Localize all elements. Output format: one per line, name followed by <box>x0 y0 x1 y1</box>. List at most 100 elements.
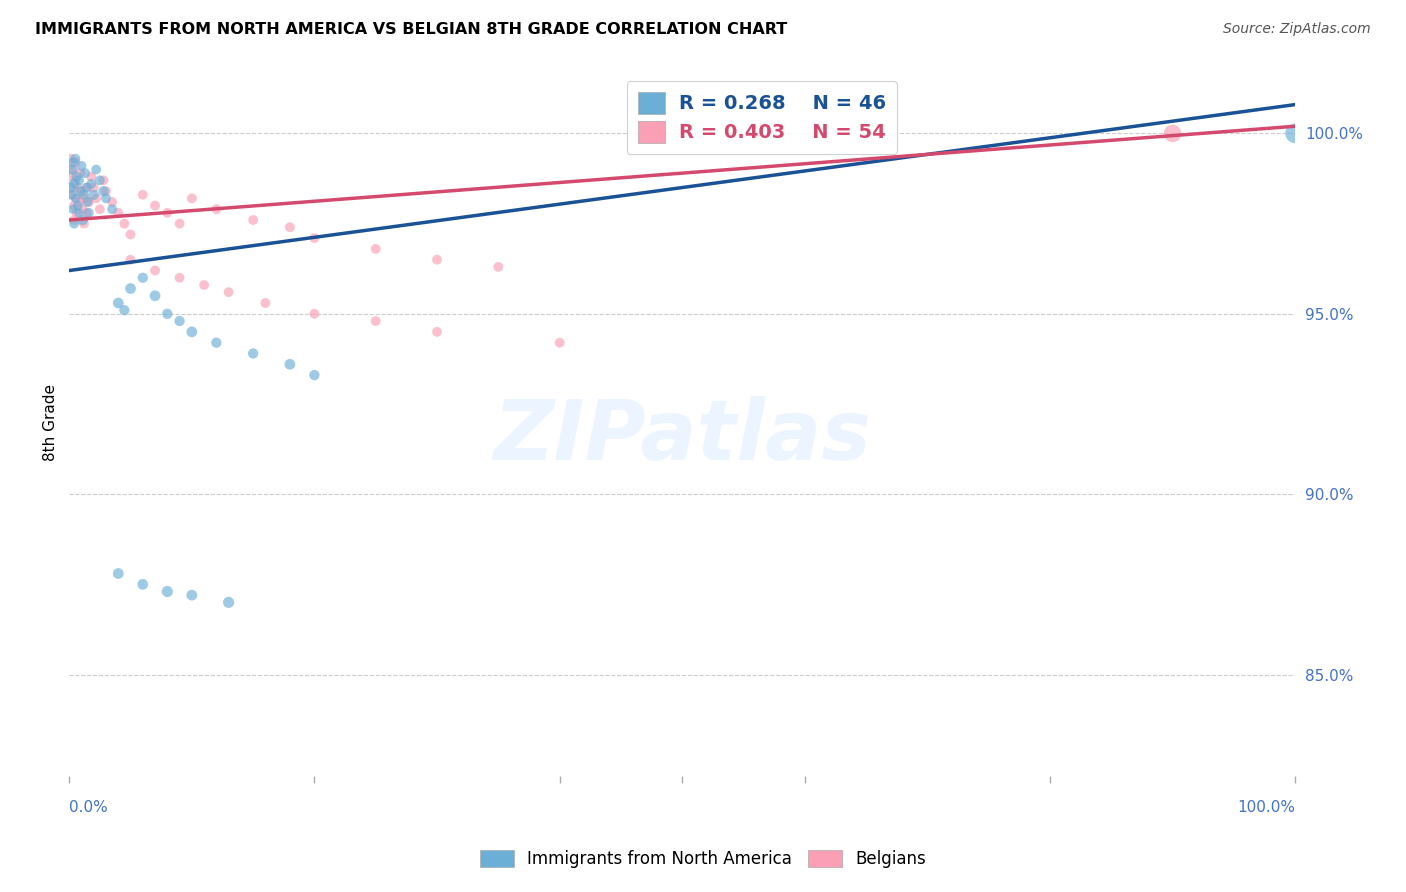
Text: Source: ZipAtlas.com: Source: ZipAtlas.com <box>1223 22 1371 37</box>
Point <box>89 173 111 187</box>
Point <box>73 187 96 202</box>
Point <box>132 577 155 591</box>
Point <box>101 202 124 217</box>
Point <box>180 325 202 339</box>
Point <box>67 206 90 220</box>
Point <box>60 162 83 177</box>
Point <box>84 191 107 205</box>
Point <box>72 213 94 227</box>
Point <box>548 335 571 350</box>
Point <box>75 191 97 205</box>
Point <box>254 296 277 310</box>
Point <box>107 566 129 581</box>
Point <box>169 270 191 285</box>
Point <box>304 231 326 245</box>
Point <box>62 202 84 217</box>
Point <box>426 325 449 339</box>
Point <box>65 206 87 220</box>
Point <box>278 220 301 235</box>
Point <box>426 252 449 267</box>
Point <box>180 191 202 205</box>
Point <box>65 155 87 169</box>
Point <box>112 217 135 231</box>
Point <box>62 180 84 194</box>
Point <box>75 166 97 180</box>
Point <box>73 217 96 231</box>
Point <box>93 173 115 187</box>
Point <box>1284 127 1306 141</box>
Point <box>120 227 142 242</box>
Point <box>278 357 301 371</box>
Point <box>304 307 326 321</box>
Point <box>67 173 90 187</box>
Point <box>156 584 179 599</box>
Point <box>83 187 105 202</box>
Text: ZIPatlas: ZIPatlas <box>494 396 872 476</box>
Point <box>205 335 228 350</box>
Point <box>67 194 90 209</box>
Point <box>156 206 179 220</box>
Point <box>65 169 87 184</box>
Point <box>107 296 129 310</box>
Point <box>65 191 87 205</box>
Point <box>69 166 91 180</box>
Point <box>89 202 111 217</box>
Point <box>1161 127 1184 141</box>
Point <box>69 184 91 198</box>
Point <box>65 173 87 187</box>
Point <box>242 346 264 360</box>
Point <box>304 368 326 383</box>
Point <box>75 180 97 194</box>
Text: 0.0%: 0.0% <box>69 800 108 815</box>
Point <box>70 184 93 198</box>
Point <box>101 194 124 209</box>
Point <box>94 191 117 205</box>
Point <box>107 206 129 220</box>
Point <box>143 198 166 212</box>
Point <box>66 180 89 194</box>
Text: 100.0%: 100.0% <box>1237 800 1295 815</box>
Point <box>132 270 155 285</box>
Point <box>76 180 98 194</box>
Legend: Immigrants from North America, Belgians: Immigrants from North America, Belgians <box>474 843 932 875</box>
Point <box>364 242 387 256</box>
Point <box>66 198 89 212</box>
Point <box>80 177 103 191</box>
Point <box>77 194 100 209</box>
Point <box>63 198 86 212</box>
Point <box>75 206 97 220</box>
Point <box>60 187 83 202</box>
Point <box>60 169 83 184</box>
Point <box>77 206 100 220</box>
Point <box>169 314 191 328</box>
Point <box>93 184 115 198</box>
Y-axis label: 8th Grade: 8th Grade <box>44 384 58 460</box>
Point <box>193 277 215 292</box>
Point <box>218 285 240 300</box>
Point <box>62 155 84 169</box>
Point <box>94 184 117 198</box>
Point <box>156 307 179 321</box>
Point <box>62 162 84 177</box>
Point <box>59 180 82 194</box>
Point <box>120 252 142 267</box>
Point <box>242 213 264 227</box>
Point <box>205 202 228 217</box>
Point <box>169 217 191 231</box>
Point <box>63 213 86 227</box>
Point <box>65 191 87 205</box>
Point <box>486 260 509 274</box>
Point <box>76 194 98 209</box>
Point <box>60 187 83 202</box>
Point <box>70 159 93 173</box>
Legend: R = 0.268    N = 46, R = 0.403    N = 54: R = 0.268 N = 46, R = 0.403 N = 54 <box>627 81 897 154</box>
Point <box>80 169 103 184</box>
Point <box>59 152 82 166</box>
Point <box>364 314 387 328</box>
Point <box>218 595 240 609</box>
Point <box>63 177 86 191</box>
Point <box>132 187 155 202</box>
Point <box>180 588 202 602</box>
Point <box>112 303 135 318</box>
Point <box>120 281 142 295</box>
